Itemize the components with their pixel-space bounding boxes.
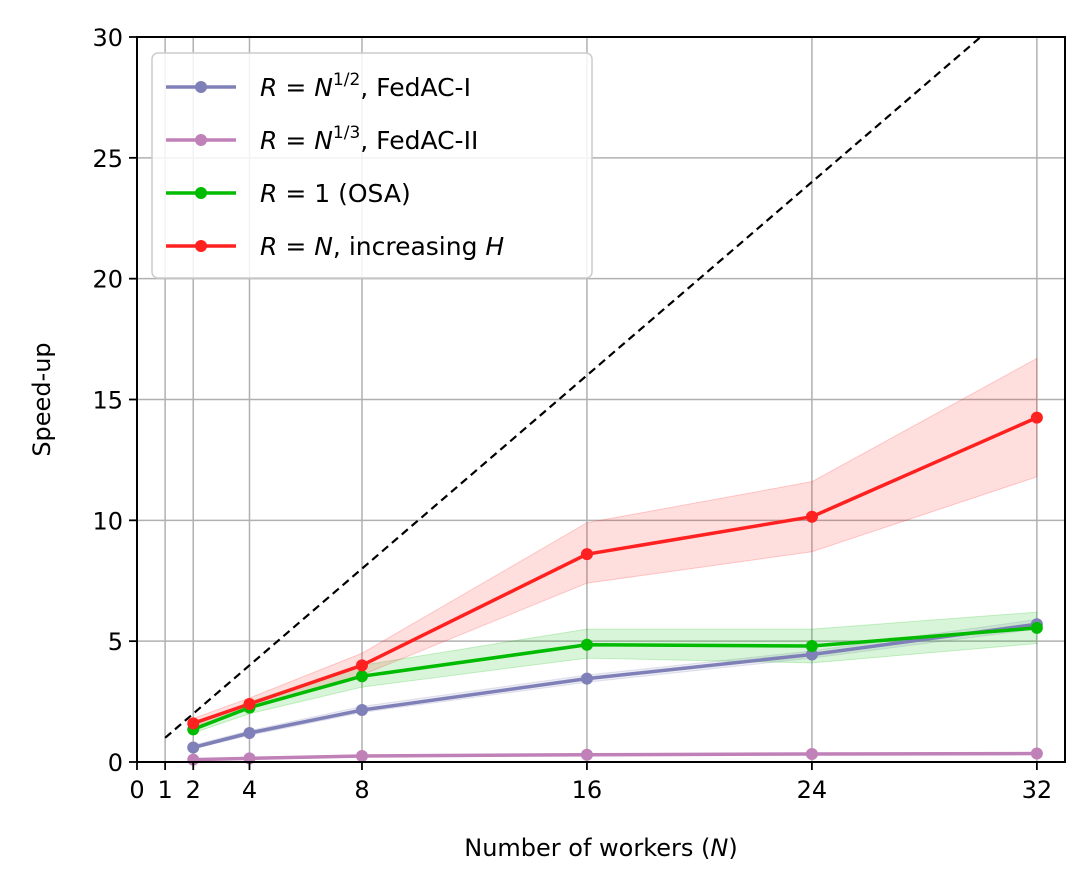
reference-line xyxy=(164,36,982,739)
legend-equals: = xyxy=(277,179,314,208)
legend-swatch-marker-1 xyxy=(195,134,207,146)
legend-var-r: R xyxy=(260,126,277,155)
series-1-point-2 xyxy=(355,749,368,762)
legend-var-n: N xyxy=(314,126,333,155)
legend-var-r: R xyxy=(260,73,277,102)
series-0-point-1 xyxy=(243,727,256,739)
legend-suffix: 1 (OSA) xyxy=(314,179,410,208)
y-tick-label-5: 25 xyxy=(92,145,123,173)
legend-swatch-marker-2 xyxy=(195,187,207,199)
legend-var-r: R xyxy=(260,179,277,208)
y-tick-label-4: 20 xyxy=(92,266,123,294)
series-3-line xyxy=(192,416,1038,725)
legend-suffix: , FedAC-II xyxy=(360,126,478,155)
x-tick-label-4: 8 xyxy=(354,776,369,804)
series-3-point-0 xyxy=(187,717,200,730)
legend-var-r: R xyxy=(260,232,277,261)
axes xyxy=(129,36,1066,770)
confidence-bands xyxy=(192,357,1038,761)
legend-equals: = xyxy=(277,73,314,102)
legend-var-n: N xyxy=(314,232,333,261)
series-0-point-3 xyxy=(580,672,593,685)
legend-suffix: , increasing xyxy=(333,232,486,261)
series-0-point-0 xyxy=(187,741,200,754)
legend-suffix: , FedAC-I xyxy=(360,73,471,102)
series-0-point-4 xyxy=(805,648,818,661)
y-tick-label-0: 0 xyxy=(108,749,123,777)
series-2-line xyxy=(192,626,1038,732)
series-1-point-4 xyxy=(805,748,818,761)
series-2-point-5 xyxy=(1030,621,1043,634)
legend-exponent: 1/3 xyxy=(333,123,360,143)
series-1-point-3 xyxy=(580,748,593,761)
series-2-point-2 xyxy=(355,670,368,683)
series-2-point-3 xyxy=(580,638,593,651)
series-3-point-5 xyxy=(1030,411,1043,424)
series-3-point-4 xyxy=(805,510,818,523)
legend-label-1: R = N1/3, FedAC-II xyxy=(260,123,478,155)
legend-swatch-marker-0 xyxy=(195,81,207,93)
legend-var-h: H xyxy=(485,232,504,261)
legend-var-n: N xyxy=(314,73,333,102)
x-axis-title: Number of workers (N) xyxy=(464,834,737,862)
legend-label-3: R = N, increasing H xyxy=(260,232,504,261)
x-axis-title-main: Number of workers ( xyxy=(464,834,710,862)
legend-label-2: R = 1 (OSA) xyxy=(260,179,411,208)
x-tick-label-0: 0 xyxy=(129,776,144,804)
reference-line-group xyxy=(164,36,982,739)
legend-exponent: 1/2 xyxy=(333,70,360,90)
x-axis-title-close: ) xyxy=(728,834,737,862)
x-tick-label-2: 2 xyxy=(186,776,201,804)
y-tick-label-3: 15 xyxy=(92,387,123,415)
y-tick-label-6: 30 xyxy=(92,24,123,52)
series-3-point-1 xyxy=(243,698,256,710)
x-axis-title-var: N xyxy=(710,834,728,862)
legend-box xyxy=(151,52,593,279)
y-tick-label-2: 10 xyxy=(92,507,123,535)
series-0-line xyxy=(192,622,1038,750)
series-1-line xyxy=(193,751,1037,762)
legend-equals: = xyxy=(277,126,314,155)
legend-label-0: R = N1/2, FedAC-I xyxy=(260,70,471,102)
series-lines xyxy=(192,416,1038,762)
x-tick-label-6: 24 xyxy=(797,776,828,804)
legend: R = N1/2, FedAC-IR = N1/3, FedAC-IIR = 1… xyxy=(151,52,593,279)
x-tick-label-7: 32 xyxy=(1022,776,1053,804)
series-3-point-2 xyxy=(355,659,368,672)
legend-equals: = xyxy=(277,232,314,261)
y-axis-title: Speed-up xyxy=(28,342,56,456)
x-tick-label-5: 16 xyxy=(572,776,603,804)
x-tick-label-3: 4 xyxy=(242,776,257,804)
series-2-point-4 xyxy=(805,640,818,652)
series-3-point-3 xyxy=(580,548,593,561)
y-tick-label-1: 5 xyxy=(108,628,123,656)
series-0-point-2 xyxy=(355,704,368,717)
legend-swatch-marker-3 xyxy=(195,240,207,252)
series-1-point-5 xyxy=(1030,747,1043,760)
x-tick-label-1: 1 xyxy=(157,776,172,804)
